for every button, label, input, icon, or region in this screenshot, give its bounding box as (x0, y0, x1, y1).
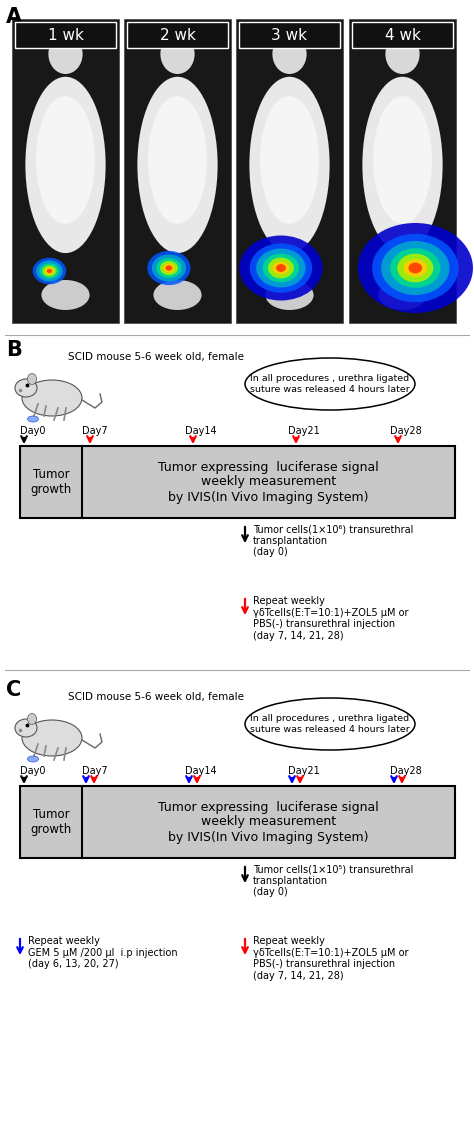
Ellipse shape (165, 266, 173, 270)
Text: 1 wk: 1 wk (47, 28, 83, 43)
Bar (20, 446, 455, 518)
Ellipse shape (148, 96, 207, 223)
Ellipse shape (273, 261, 290, 275)
Text: Repeat weekly
γδTcells(E:T=10:1)+ZOL5 μM or
PBS(-) transurethral injection
(day : Repeat weekly γδTcells(E:T=10:1)+ZOL5 μM… (253, 936, 409, 980)
Ellipse shape (36, 261, 63, 282)
Ellipse shape (249, 76, 329, 253)
Text: Day28: Day28 (390, 426, 422, 435)
Text: Tumor
growth: Tumor growth (30, 469, 72, 496)
Text: Repeat weekly
GEM 5 μM /200 μl  i.p injection
(day 6, 13, 20, 27): Repeat weekly GEM 5 μM /200 μl i.p injec… (28, 936, 178, 969)
Bar (236, 19, 343, 323)
Ellipse shape (160, 261, 178, 275)
Text: 2 wk: 2 wk (160, 28, 195, 43)
Ellipse shape (245, 358, 415, 410)
Bar (12, 19, 119, 323)
Ellipse shape (385, 34, 419, 74)
Bar (239, 22, 340, 48)
Ellipse shape (26, 76, 106, 253)
Text: Tumor expressing  luciferase signal
weekly measurement
by IVIS(In Vivo Imaging S: Tumor expressing luciferase signal weekl… (158, 461, 379, 504)
Ellipse shape (276, 264, 286, 272)
Text: In all procedures , urethra ligated
suture was released 4 hours later: In all procedures , urethra ligated sutu… (250, 374, 410, 393)
Ellipse shape (137, 76, 218, 253)
Text: Day28: Day28 (390, 766, 422, 776)
Ellipse shape (260, 96, 319, 223)
Ellipse shape (372, 234, 458, 302)
Ellipse shape (43, 266, 56, 277)
Bar (352, 22, 453, 48)
Ellipse shape (156, 258, 182, 278)
Text: SCID mouse 5-6 week old, female: SCID mouse 5-6 week old, female (68, 352, 244, 363)
Text: Day7: Day7 (82, 426, 108, 435)
Ellipse shape (245, 698, 415, 750)
Ellipse shape (160, 34, 195, 74)
Ellipse shape (40, 263, 59, 278)
Ellipse shape (154, 280, 201, 310)
Ellipse shape (373, 96, 432, 223)
Ellipse shape (48, 34, 82, 74)
Text: Day0: Day0 (20, 766, 46, 776)
Bar (124, 19, 231, 323)
Text: Repeat weekly
γδTcells(E:T=10:1)+ZOL5 μM or
PBS(-) transurethral injection
(day : Repeat weekly γδTcells(E:T=10:1)+ZOL5 μM… (253, 596, 409, 641)
Ellipse shape (256, 249, 306, 287)
Ellipse shape (22, 720, 82, 756)
Ellipse shape (33, 258, 66, 284)
Ellipse shape (45, 268, 54, 275)
Text: B: B (6, 340, 22, 360)
Text: C: C (6, 679, 21, 700)
Ellipse shape (27, 416, 38, 422)
Text: Day14: Day14 (185, 766, 217, 776)
Text: A: A (6, 7, 22, 27)
Ellipse shape (409, 262, 422, 274)
Ellipse shape (381, 241, 449, 295)
Ellipse shape (15, 719, 37, 736)
Ellipse shape (250, 243, 312, 293)
Ellipse shape (265, 280, 314, 310)
Ellipse shape (41, 280, 90, 310)
Text: Tumor
growth: Tumor growth (30, 808, 72, 836)
Ellipse shape (268, 258, 294, 278)
Ellipse shape (15, 378, 37, 397)
Ellipse shape (163, 263, 175, 272)
Text: Day21: Day21 (288, 426, 320, 435)
Ellipse shape (22, 380, 82, 416)
Text: Day0: Day0 (20, 426, 46, 435)
Text: Tumor expressing  luciferase signal
weekly measurement
by IVIS(In Vivo Imaging S: Tumor expressing luciferase signal weekl… (158, 800, 379, 844)
Text: Day14: Day14 (185, 426, 217, 435)
Ellipse shape (397, 253, 433, 283)
Text: Tumor cells(1×10⁵) transurethral
transplantation
(day 0): Tumor cells(1×10⁵) transurethral transpl… (253, 864, 413, 897)
Ellipse shape (147, 251, 191, 285)
Text: Day21: Day21 (288, 766, 320, 776)
Bar (349, 19, 456, 323)
Ellipse shape (404, 259, 427, 277)
Ellipse shape (47, 269, 52, 274)
Text: 4 wk: 4 wk (384, 28, 420, 43)
Ellipse shape (378, 280, 427, 310)
Bar (15, 22, 116, 48)
Text: Day7: Day7 (82, 766, 108, 776)
Text: 3 wk: 3 wk (272, 28, 308, 43)
Ellipse shape (36, 96, 95, 223)
Ellipse shape (358, 223, 473, 314)
Text: Tumor cells(1×10⁶) transurethral
transplantation
(day 0): Tumor cells(1×10⁶) transurethral transpl… (253, 524, 413, 557)
Bar (20, 785, 455, 858)
Ellipse shape (273, 34, 307, 74)
Ellipse shape (27, 374, 36, 384)
Ellipse shape (239, 236, 322, 301)
Ellipse shape (27, 714, 36, 725)
Ellipse shape (390, 249, 440, 287)
Ellipse shape (263, 254, 299, 283)
Text: In all procedures , urethra ligated
suture was released 4 hours later: In all procedures , urethra ligated sutu… (250, 715, 410, 734)
Text: SCID mouse 5-6 week old, female: SCID mouse 5-6 week old, female (68, 692, 244, 702)
Ellipse shape (152, 254, 186, 282)
Ellipse shape (27, 756, 38, 762)
Ellipse shape (363, 76, 443, 253)
Bar (127, 22, 228, 48)
